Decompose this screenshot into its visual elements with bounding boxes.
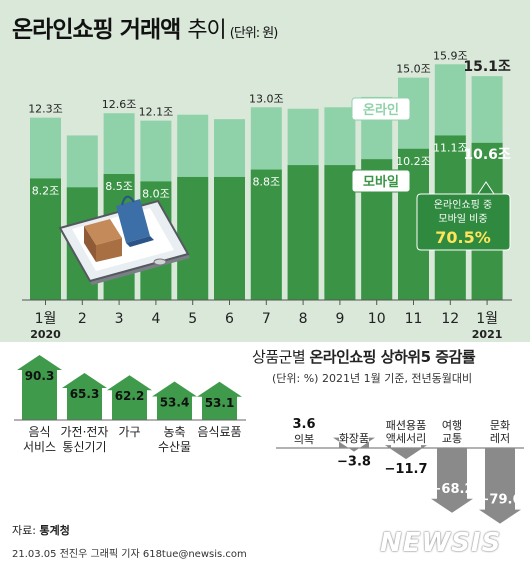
bottom5-item: 화장품 −3.8 — [333, 432, 375, 470]
top5-label: 농축 — [163, 425, 185, 439]
x-tick-label: 3 — [115, 311, 124, 327]
mobile-value-label: 8.0조 — [142, 187, 170, 200]
bottom5-label: 교통 — [442, 432, 462, 445]
top5-item: 62.2 가구 — [107, 375, 152, 439]
bottom5-label: 의복 — [294, 433, 314, 446]
x-tick-label: 1월 — [476, 311, 498, 327]
mobile-bar — [177, 176, 209, 300]
chart-title: 온라인쇼핑 거래액 추이 (단위: 원) — [12, 17, 278, 43]
top5-value: 53.1 — [205, 396, 235, 410]
x-tick-label: 11 — [405, 311, 423, 327]
mobile-bar — [250, 169, 282, 300]
up-arrow — [197, 381, 242, 420]
svg-text:모바일 비중: 모바일 비중 — [438, 213, 487, 225]
x-tick-label: 8 — [299, 311, 308, 327]
bottom5-label: 화장품 — [339, 432, 369, 445]
bottom5-value: −68.2 — [431, 482, 474, 497]
mobile-value-label: 10.2조 — [396, 155, 431, 168]
bottom5-label: 액세서리 — [386, 432, 426, 445]
mobile-bar — [214, 176, 245, 300]
bottom5-label: 여행 — [442, 419, 462, 432]
x-tick-label: 4 — [151, 311, 160, 327]
top5-label: 음식 — [28, 425, 50, 439]
bottom5-value: 3.6 — [292, 417, 315, 432]
online-value-label: 12.3조 — [28, 103, 63, 116]
bottom5-value: −79.6 — [479, 493, 522, 508]
mobile-value-label: 8.5조 — [105, 180, 133, 193]
mobile-bar — [30, 178, 61, 300]
x-tick-label: 12 — [441, 311, 459, 327]
year-label: 2020 — [30, 328, 61, 341]
top5-label: 서비스 — [23, 440, 56, 454]
down-arrow — [333, 437, 375, 452]
top5-label: 음식료품 — [197, 425, 241, 439]
mobile-value-label: 8.8조 — [252, 176, 280, 189]
down-arrow — [479, 448, 521, 524]
top5-label: 가전·전자 — [61, 425, 109, 439]
top5-label: 통신기기 — [62, 440, 106, 454]
up-arrow — [152, 381, 197, 420]
online-value-label: 15.1조 — [463, 59, 511, 75]
year-label: 2021 — [472, 328, 503, 341]
up-arrow — [62, 372, 107, 420]
svg-text:모바일: 모바일 — [363, 174, 399, 190]
x-tick-label: 10 — [368, 311, 386, 327]
top5-label: 수산물 — [158, 440, 191, 454]
mobile-value-label: 11.1조 — [433, 141, 468, 154]
x-tick-label: 1월 — [35, 311, 57, 327]
top5-value: 65.3 — [70, 387, 100, 401]
mobile-bar — [287, 165, 319, 300]
category-chart-note: (단위: %) 2021년 1월 기준, 전년동월대비 — [272, 372, 473, 385]
bottom5-item: 3.6의복 — [292, 417, 315, 446]
x-tick-label: 9 — [335, 311, 344, 327]
credit-text: 21.03.05 전진우 그래픽 기자 618tue@newsis.com — [12, 549, 247, 560]
x-tick-label: 5 — [188, 311, 197, 327]
top5-label: 가구 — [118, 425, 140, 439]
top5-value: 53.4 — [160, 396, 190, 410]
source-text: 자료: 통계청 — [12, 524, 70, 537]
mobile-value-label: 8.2조 — [32, 184, 60, 197]
down-arrow — [385, 445, 427, 460]
mobile-value-label: 10.6조 — [463, 147, 511, 163]
x-tick-label: 7 — [262, 311, 271, 327]
mobile-bar — [324, 165, 356, 300]
up-arrow — [107, 375, 152, 420]
online-value-label: 13.0조 — [249, 92, 284, 105]
x-tick-label: 2 — [78, 311, 87, 327]
smartphone-shopping-illustration — [58, 195, 190, 285]
online-value-label: 12.6조 — [102, 98, 137, 111]
bottom5-label: 레저 — [490, 432, 510, 445]
x-tick-label: 6 — [225, 311, 234, 327]
up-arrow — [17, 354, 62, 420]
bottom5-label: 패션용품 — [386, 419, 426, 432]
bottom5-value: −11.7 — [385, 462, 428, 477]
svg-text:온라인: 온라인 — [363, 102, 399, 118]
monthly-sales-chart: 12.3조 8.2조 12.6조 8.5조 12.1조 8.0조 13.0조 8.8조 15.0… — [22, 49, 512, 341]
online-value-label: 15.0조 — [396, 63, 431, 76]
online-value-label: 15.9조 — [433, 49, 468, 62]
top5-value: 62.2 — [115, 389, 145, 403]
bottom5-value: −3.8 — [337, 455, 371, 470]
online-legend-tag: 온라인 — [351, 97, 411, 121]
top5-item: 53.1 음식료품 — [197, 381, 242, 439]
newsis-watermark: NEWSIS — [380, 528, 502, 558]
online-value-label: 12.1조 — [139, 106, 174, 119]
category-chart-title: 상품군별 온라인쇼핑 상하위5 증감률 — [252, 348, 476, 366]
svg-text:70.5%: 70.5% — [435, 228, 491, 247]
mobile-legend-tag: 모바일 — [351, 169, 411, 193]
bottom5-label: 문화 — [490, 419, 510, 432]
top5-value: 90.3 — [25, 369, 55, 383]
down-arrow — [431, 448, 473, 513]
svg-text:온라인쇼핑 중: 온라인쇼핑 중 — [434, 199, 492, 211]
